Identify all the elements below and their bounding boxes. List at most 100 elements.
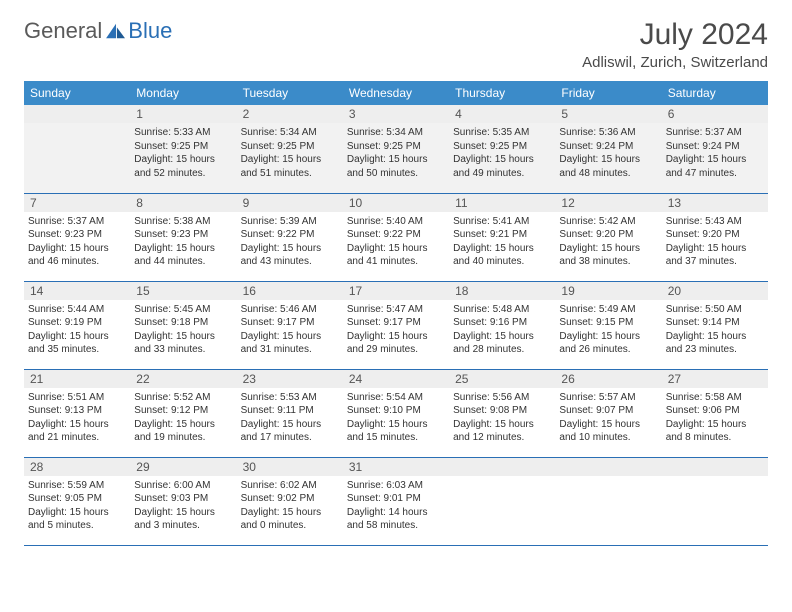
calendar-day-cell: 21Sunrise: 5:51 AMSunset: 9:13 PMDayligh… [24,369,130,457]
sunrise-text: Sunrise: 5:52 AM [134,391,232,405]
sunrise-text: Sunrise: 5:33 AM [134,126,232,140]
sunset-text: Sunset: 9:14 PM [666,316,764,330]
calendar-day-cell: 8Sunrise: 5:38 AMSunset: 9:23 PMDaylight… [130,193,236,281]
calendar-day-cell: 6 Sunrise: 5:37 AMSunset: 9:24 PMDaylight… [662,105,768,193]
day-number: 28 [24,458,130,476]
sunrise-text: Sunrise: 6:03 AM [347,479,445,493]
sunrise-text: Sunrise: 5:57 AM [559,391,657,405]
sunrise-text: Sunrise: 5:40 AM [347,215,445,229]
daylight-text: Daylight: 15 hours and 0 minutes. [241,506,339,533]
day-number: 19 [555,282,661,300]
daylight-text: Daylight: 15 hours and 21 minutes. [28,418,126,445]
daylight-text: Daylight: 15 hours and 8 minutes. [666,418,764,445]
daylight-text: Daylight: 15 hours and 17 minutes. [241,418,339,445]
day-number: 8 [130,194,236,212]
daylight-text: Daylight: 15 hours and 37 minutes. [666,242,764,269]
sunrise-text: Sunrise: 5:37 AM [666,126,764,140]
sunset-text: Sunset: 9:24 PM [666,140,764,154]
daylight-text: Daylight: 15 hours and 10 minutes. [559,418,657,445]
calendar-day-cell: 27Sunrise: 5:58 AMSunset: 9:06 PMDayligh… [662,369,768,457]
sunrise-text: Sunrise: 5:48 AM [453,303,551,317]
daylight-text: Daylight: 15 hours and 23 minutes. [666,330,764,357]
day-number: 12 [555,194,661,212]
calendar-day-cell: 28 Sunrise: 5:59 AMSunset: 9:05 PMDayligh… [24,457,130,545]
day-number: 25 [449,370,555,388]
sunrise-text: Sunrise: 5:39 AM [241,215,339,229]
day-content: Sunrise: 5:35 AMSunset: 9:25 PMDaylight:… [453,126,551,180]
sunset-text: Sunset: 9:03 PM [134,492,232,506]
logo: General Blue [24,18,172,44]
sunset-text: Sunset: 9:08 PM [453,404,551,418]
sunset-text: Sunset: 9:17 PM [241,316,339,330]
calendar-day-cell: 2Sunrise: 5:34 AMSunset: 9:25 PMDaylight… [237,105,343,193]
day-content: Sunrise: 5:59 AMSunset: 9:05 PMDaylight:… [28,479,126,533]
calendar-day-cell: 29Sunrise: 6:00 AMSunset: 9:03 PMDayligh… [130,457,236,545]
calendar-day-cell: 3Sunrise: 5:34 AMSunset: 9:25 PMDaylight… [343,105,449,193]
calendar-day-cell: 23Sunrise: 5:53 AMSunset: 9:11 PMDayligh… [237,369,343,457]
calendar-day-cell: 24 Sunrise: 5:54 AMSunset: 9:10 PMDayligh… [343,369,449,457]
sunset-text: Sunset: 9:01 PM [347,492,445,506]
day-number: 6 [662,105,768,123]
calendar-week-row: 7Sunrise: 5:37 AMSunset: 9:23 PMDaylight… [24,193,768,281]
day-content: Sunrise: 5:50 AMSunset: 9:14 PMDaylight:… [666,303,764,357]
sunrise-text: Sunrise: 5:49 AM [559,303,657,317]
calendar-day-cell: 31 Sunrise: 6:03 AMSunset: 9:01 PMDayligh… [343,457,449,545]
day-content: Sunrise: 5:47 AMSunset: 9:17 PMDaylight:… [347,303,445,357]
sunset-text: Sunset: 9:17 PM [347,316,445,330]
calendar-body: 1Sunrise: 5:33 AMSunset: 9:25 PMDaylight… [24,105,768,545]
day-number: 4 [449,105,555,123]
sunset-text: Sunset: 9:21 PM [453,228,551,242]
logo-sail-icon [105,22,127,40]
calendar-day-cell: 7Sunrise: 5:37 AMSunset: 9:23 PMDaylight… [24,193,130,281]
day-number: 15 [130,282,236,300]
day-content: Sunrise: 6:03 AMSunset: 9:01 PMDaylight:… [347,479,445,533]
day-number: 31 [343,458,449,476]
calendar-day-cell: 26Sunrise: 5:57 AMSunset: 9:07 PMDayligh… [555,369,661,457]
day-number: 16 [237,282,343,300]
calendar-day-cell [555,457,661,545]
calendar-day-cell: 9Sunrise: 5:39 AMSunset: 9:22 PMDaylight… [237,193,343,281]
daylight-text: Daylight: 15 hours and 47 minutes. [666,153,764,180]
day-header-row: Sunday Monday Tuesday Wednesday Thursday… [24,81,768,105]
daylight-text: Daylight: 15 hours and 48 minutes. [559,153,657,180]
sunset-text: Sunset: 9:25 PM [134,140,232,154]
day-content: Sunrise: 5:42 AMSunset: 9:20 PMDaylight:… [559,215,657,269]
day-content: Sunrise: 5:56 AMSunset: 9:08 PMDaylight:… [453,391,551,445]
day-header: Wednesday [343,81,449,105]
sunset-text: Sunset: 9:10 PM [347,404,445,418]
sunrise-text: Sunrise: 5:53 AM [241,391,339,405]
calendar-day-cell: 10Sunrise: 5:40 AMSunset: 9:22 PMDayligh… [343,193,449,281]
day-content: Sunrise: 5:45 AMSunset: 9:18 PMDaylight:… [134,303,232,357]
day-content: Sunrise: 5:48 AMSunset: 9:16 PMDaylight:… [453,303,551,357]
sunrise-text: Sunrise: 5:45 AM [134,303,232,317]
sunset-text: Sunset: 9:11 PM [241,404,339,418]
sunset-text: Sunset: 9:22 PM [241,228,339,242]
sunset-text: Sunset: 9:25 PM [241,140,339,154]
day-number: 24 [343,370,449,388]
day-content: Sunrise: 5:37 AMSunset: 9:24 PMDaylight:… [666,126,764,180]
sunset-text: Sunset: 9:20 PM [559,228,657,242]
logo-text-general: General [24,18,102,44]
sunrise-text: Sunrise: 5:47 AM [347,303,445,317]
sunset-text: Sunset: 9:15 PM [559,316,657,330]
sunset-text: Sunset: 9:23 PM [134,228,232,242]
day-number: 3 [343,105,449,123]
day-content: Sunrise: 5:54 AMSunset: 9:10 PMDaylight:… [347,391,445,445]
day-number: 7 [24,194,130,212]
day-header: Thursday [449,81,555,105]
sunrise-text: Sunrise: 5:59 AM [28,479,126,493]
header: General Blue July 2024 Adliswil, Zurich,… [24,18,768,71]
sunset-text: Sunset: 9:07 PM [559,404,657,418]
calendar-day-cell: 13Sunrise: 5:43 AMSunset: 9:20 PMDayligh… [662,193,768,281]
calendar-day-cell: 25 Sunrise: 5:56 AMSunset: 9:08 PMDayligh… [449,369,555,457]
calendar-day-cell: 22Sunrise: 5:52 AMSunset: 9:12 PMDayligh… [130,369,236,457]
day-number: 11 [449,194,555,212]
sunset-text: Sunset: 9:24 PM [559,140,657,154]
day-content: Sunrise: 5:49 AMSunset: 9:15 PMDaylight:… [559,303,657,357]
sunrise-text: Sunrise: 5:34 AM [241,126,339,140]
day-content: Sunrise: 5:52 AMSunset: 9:12 PMDaylight:… [134,391,232,445]
calendar-day-cell: 19 Sunrise: 5:49 AMSunset: 9:15 PMDayligh… [555,281,661,369]
daylight-text: Daylight: 15 hours and 49 minutes. [453,153,551,180]
day-number: 2 [237,105,343,123]
calendar-day-cell [24,105,130,193]
